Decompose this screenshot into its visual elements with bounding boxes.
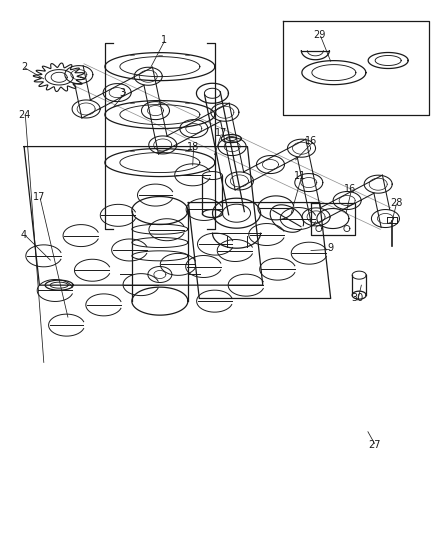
Text: 17: 17 xyxy=(215,128,227,138)
Text: 27: 27 xyxy=(368,440,381,450)
Text: 4: 4 xyxy=(21,230,27,239)
Text: 18: 18 xyxy=(187,142,199,151)
Text: 30: 30 xyxy=(351,294,363,303)
Text: 11: 11 xyxy=(294,171,306,181)
Text: 9: 9 xyxy=(328,243,334,253)
Text: 24: 24 xyxy=(18,110,30,119)
Text: 1: 1 xyxy=(161,35,167,45)
Text: 16: 16 xyxy=(344,184,357,194)
Text: 16: 16 xyxy=(305,136,317,146)
Text: 17: 17 xyxy=(33,192,46,202)
Text: 28: 28 xyxy=(390,198,403,207)
Text: 3: 3 xyxy=(120,88,126,98)
Text: 29: 29 xyxy=(314,30,326,39)
Text: 2: 2 xyxy=(21,62,27,71)
